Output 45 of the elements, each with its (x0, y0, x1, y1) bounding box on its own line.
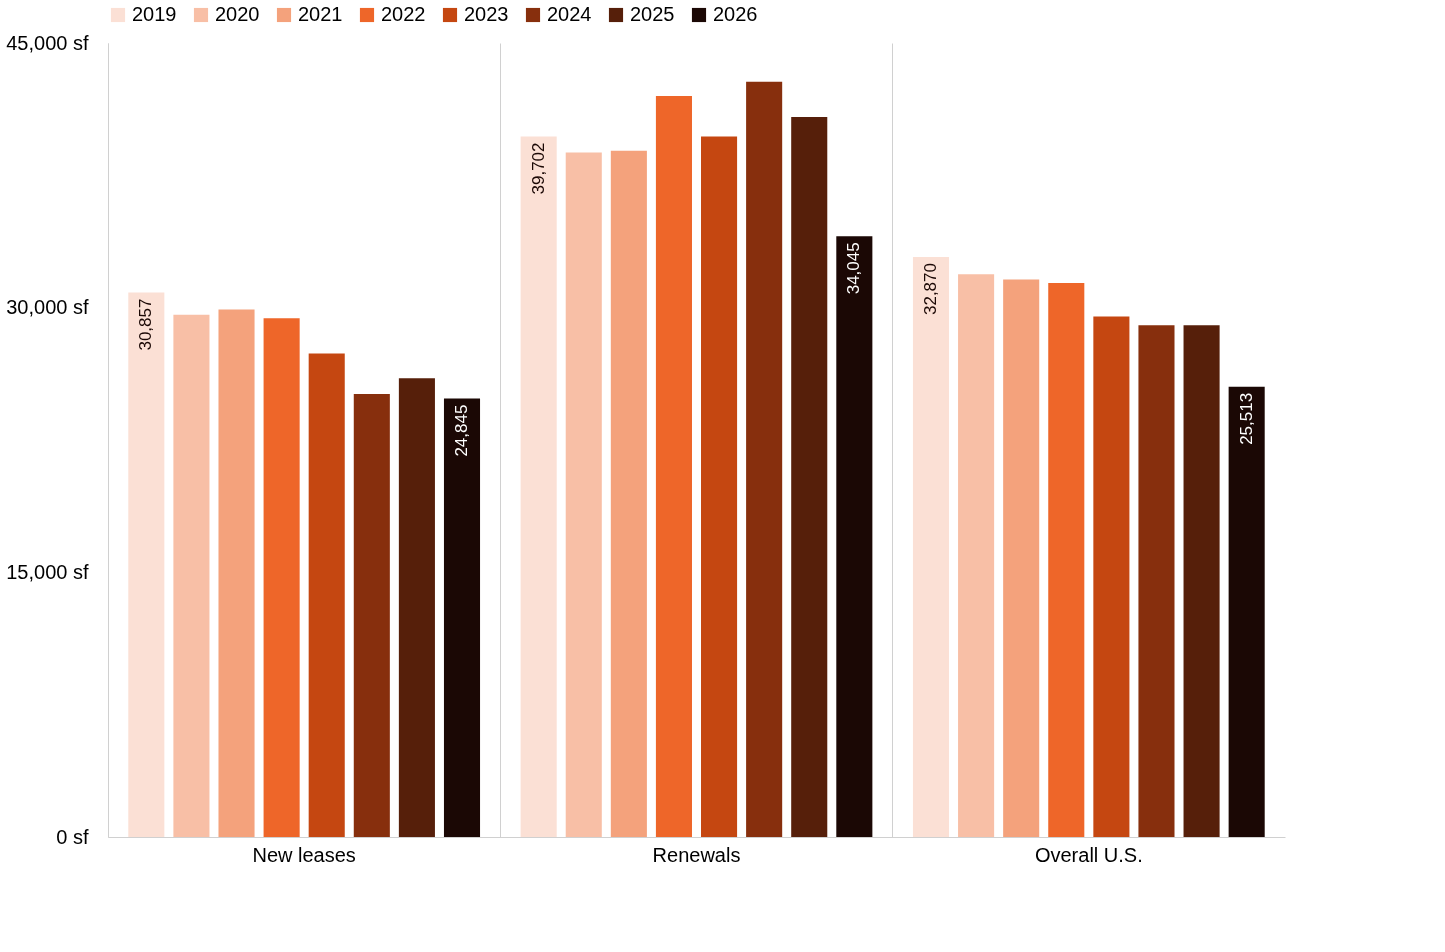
bar (263, 318, 300, 837)
y-tick-label: 15,000 sf (6, 560, 89, 583)
bar (1093, 316, 1130, 837)
y-tick-label: 45,000 sf (6, 31, 89, 54)
legend-label: 2019 (132, 3, 177, 25)
bar (836, 236, 873, 837)
bar (1228, 386, 1265, 837)
data-label: 34,045 (844, 242, 864, 295)
x-tick-label: Renewals (652, 843, 741, 866)
y-tick-label: 0 sf (56, 825, 89, 848)
bar (308, 353, 345, 837)
legend-label: 2023 (464, 3, 509, 25)
data-label: 39,702 (528, 142, 548, 195)
bar (565, 152, 602, 837)
bar (1183, 325, 1220, 837)
legend-label: 2026 (713, 3, 758, 25)
bar (353, 394, 390, 837)
legend-label: 2020 (215, 3, 260, 25)
y-tick-label: 30,000 sf (6, 296, 89, 319)
data-label: 30,857 (136, 298, 156, 351)
bar (791, 117, 828, 837)
bar (128, 292, 165, 837)
bar (655, 95, 692, 837)
bar (1003, 279, 1040, 837)
x-tick-label: New leases (252, 843, 356, 866)
legend-label: 2022 (381, 3, 426, 25)
x-tick-label: Overall U.S. (1034, 843, 1143, 866)
bar (701, 136, 738, 837)
data-label: 24,845 (452, 404, 471, 457)
bar (173, 314, 210, 837)
bar (610, 150, 647, 837)
bar (958, 274, 995, 837)
bar (520, 136, 557, 837)
bar (1138, 325, 1175, 837)
data-label: 32,870 (921, 263, 940, 316)
bar (746, 81, 783, 837)
bar (218, 309, 255, 837)
legend-label: 2024 (547, 3, 592, 25)
bar (443, 398, 481, 837)
bar (398, 378, 435, 837)
legend-label: 2025 (630, 3, 675, 25)
legend-label: 2021 (298, 3, 343, 25)
bar (1048, 282, 1085, 837)
data-label: 25,513 (1236, 392, 1256, 445)
bar (912, 257, 950, 837)
